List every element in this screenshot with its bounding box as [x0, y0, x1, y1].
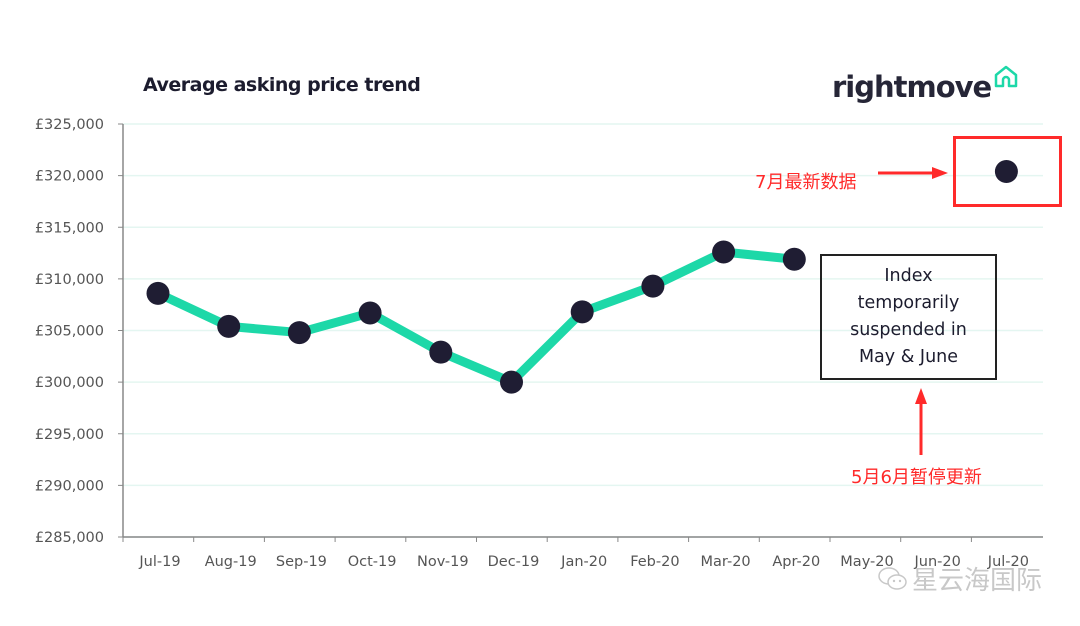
x-tick-label: Mar-20: [701, 554, 751, 570]
x-tick-label: Oct-19: [348, 554, 397, 570]
data-point-aug-19: [217, 314, 241, 338]
logo-text: rightmove: [832, 70, 992, 104]
note-line: temporarily: [857, 293, 960, 313]
watermark-text: 星云海国际: [912, 566, 1043, 596]
data-point-feb-20: [641, 274, 665, 298]
data-point-jul-19: [146, 281, 170, 305]
note-line: May & June: [858, 347, 959, 367]
data-point-apr-20: [782, 247, 806, 271]
x-tick-label: May-20: [840, 554, 893, 570]
x-tick-label: Jul-20: [987, 554, 1029, 570]
series-line: [156, 247, 795, 387]
latest-data-note: 7月最新数据: [755, 172, 857, 193]
arrow-head: [932, 167, 948, 179]
y-tick-label: £320,000: [35, 169, 104, 185]
data-point-nov-19: [429, 340, 453, 364]
data-point-mar-20: [712, 240, 736, 264]
y-tick-label: £305,000: [35, 324, 104, 340]
suspension-note: Index temporarily suspended in May & Jun…: [820, 254, 997, 380]
x-tick-label: Dec-19: [488, 554, 540, 570]
data-point-dec-19: [500, 370, 523, 394]
data-point-jan-20: [570, 300, 594, 324]
arrow-head: [915, 388, 927, 404]
y-tick-label: £325,000: [35, 117, 104, 133]
x-tick-label: Jan-20: [560, 554, 607, 570]
chart-title: Average asking price trend: [143, 74, 421, 96]
wechat-icon: [878, 566, 907, 590]
suspended-note: 5月6月暂停更新: [851, 467, 982, 488]
y-tick-label: £315,000: [35, 220, 104, 236]
x-tick-label: Nov-19: [417, 554, 469, 570]
house-icon: [994, 65, 1018, 88]
latest-highlight-box: [953, 136, 1062, 207]
watermark: 星云海国际: [878, 560, 1042, 597]
note-line: suspended in: [850, 320, 967, 340]
y-tick-label: £295,000: [35, 427, 104, 443]
y-tick-label: £290,000: [35, 478, 104, 494]
data-point-sep-19: [287, 321, 311, 345]
y-tick-label: £285,000: [35, 530, 104, 546]
x-tick-label: Aug-19: [205, 554, 257, 570]
x-tick-label: Feb-20: [630, 554, 679, 570]
y-tick-label: £300,000: [35, 375, 104, 391]
data-point-oct-19: [358, 301, 382, 325]
y-tick-label: £310,000: [35, 272, 104, 288]
rightmove-logo: rightmove: [832, 64, 1019, 104]
note-line: Index: [884, 266, 933, 286]
x-tick-label: Sep-19: [276, 554, 327, 570]
x-tick-label: Jul-19: [138, 554, 180, 570]
x-tick-label: Apr-20: [772, 554, 820, 570]
data-point-jul-20: [994, 159, 1018, 183]
x-tick-label: Jun-20: [914, 554, 961, 570]
